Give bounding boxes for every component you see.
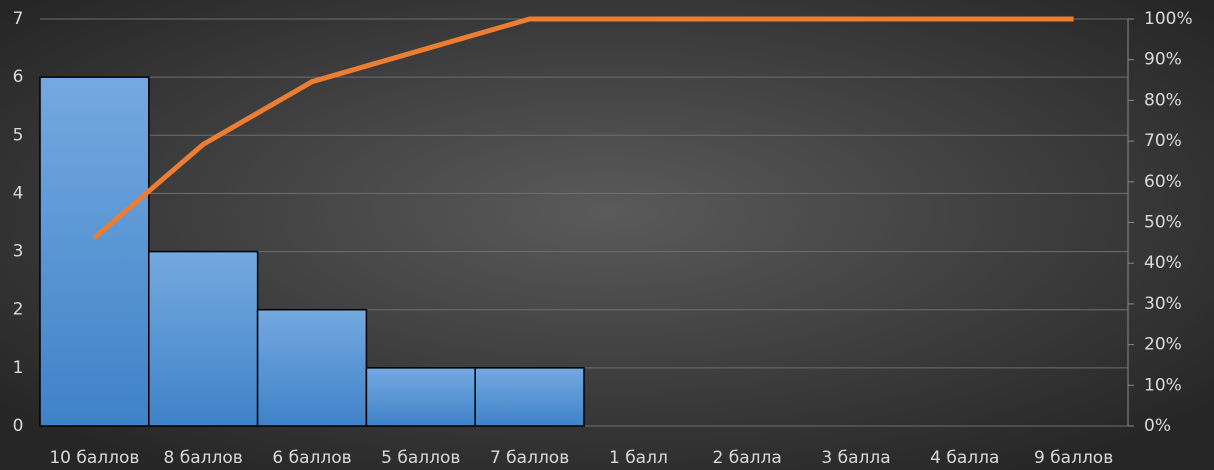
- y-tick-label: 4: [13, 183, 24, 203]
- y-tick-label: 0: [13, 416, 24, 436]
- y2-tick-label: 100%: [1144, 9, 1193, 29]
- x-tick-label: 6 баллов: [272, 448, 351, 468]
- y2-tick-label: 30%: [1144, 294, 1182, 314]
- x-tick-label: 8 баллов: [164, 448, 243, 468]
- y-tick-label: 3: [13, 242, 24, 262]
- y-tick-label: 5: [13, 125, 24, 145]
- y-tick-label: 6: [13, 67, 24, 87]
- bar: [365, 367, 476, 427]
- x-tick-label: 7 баллов: [490, 448, 569, 468]
- y-tick-label: 1: [13, 358, 24, 378]
- y-tick-label: 7: [13, 9, 24, 29]
- y2-tick-label: 50%: [1144, 213, 1182, 233]
- y2-tick-label: 40%: [1144, 253, 1182, 273]
- bar: [148, 250, 259, 427]
- x-tick-label: 4 балла: [930, 448, 999, 468]
- line: [92, 16, 1074, 240]
- y2-tick-label: 80%: [1144, 90, 1182, 110]
- y2-tick-label: 10%: [1144, 375, 1182, 395]
- x-tick-label: 10 баллов: [49, 448, 139, 468]
- bar: [474, 367, 585, 427]
- bar: [256, 308, 368, 427]
- y2-tick-label: 70%: [1144, 131, 1182, 151]
- y2-tick-label: 60%: [1144, 172, 1182, 192]
- y2-tick-label: 20%: [1144, 335, 1182, 355]
- x-tick-label: 5 баллов: [381, 448, 460, 468]
- y2-tick-label: 90%: [1144, 50, 1182, 70]
- x-tick-label: 9 баллов: [1034, 448, 1113, 468]
- y2-tick-label: 0%: [1144, 416, 1171, 436]
- bar: [39, 76, 150, 427]
- y-tick-label: 2: [13, 300, 24, 320]
- x-tick-label: 1 балл: [609, 448, 668, 468]
- x-tick-label: 2 балла: [713, 448, 782, 468]
- x-tick-label: 3 балла: [821, 448, 890, 468]
